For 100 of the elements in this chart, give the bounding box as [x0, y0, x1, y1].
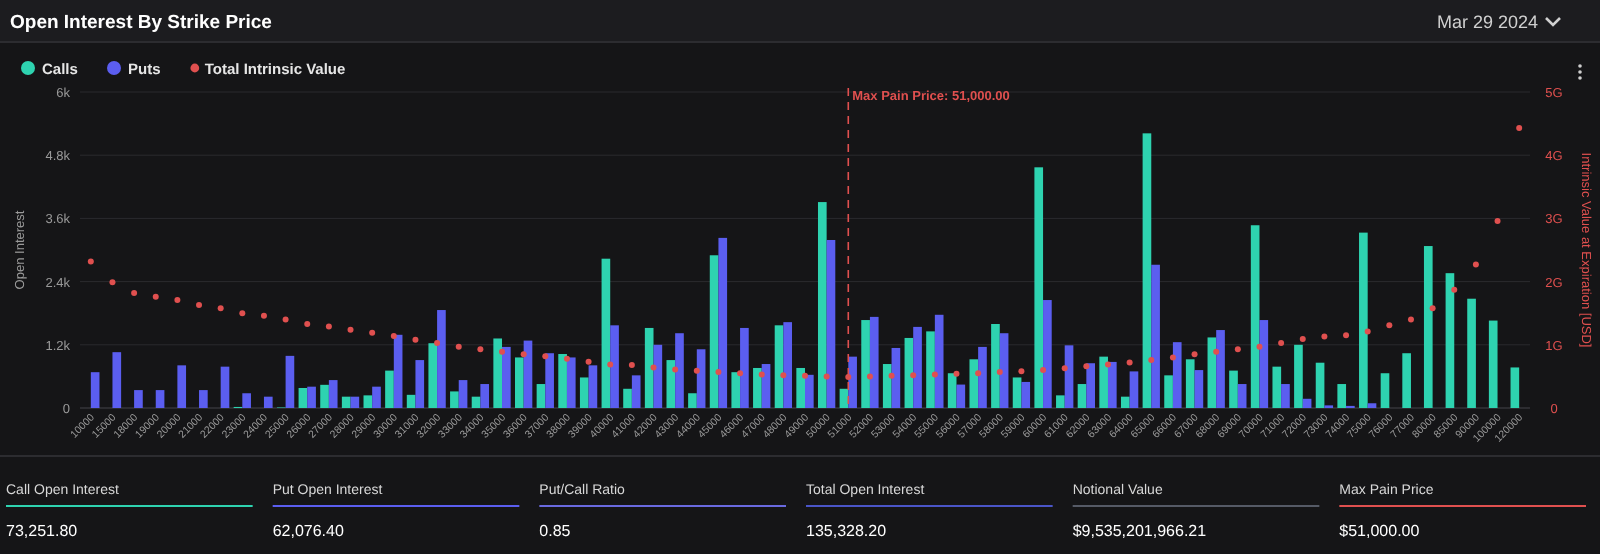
bar [1012, 377, 1022, 408]
bar [328, 380, 338, 408]
bar [1164, 375, 1173, 408]
bar [644, 327, 654, 408]
bar [515, 357, 524, 408]
bar [783, 322, 793, 408]
bar [882, 364, 892, 408]
bar [1086, 363, 1095, 408]
bar [242, 393, 251, 408]
bar [753, 367, 762, 408]
bar [1120, 396, 1130, 408]
bar [666, 360, 676, 408]
bar [493, 338, 503, 408]
bar [450, 391, 459, 408]
bar [1056, 395, 1065, 408]
bar [545, 353, 554, 408]
bar [1021, 381, 1031, 408]
bar [199, 390, 208, 408]
bar [826, 239, 836, 408]
bar [523, 340, 533, 408]
bar [1194, 370, 1204, 408]
bar [610, 325, 619, 408]
bar [155, 390, 165, 408]
bar [1302, 398, 1312, 408]
bar [134, 390, 143, 408]
bar [991, 324, 1000, 408]
bar [869, 316, 879, 408]
bar [112, 352, 122, 408]
bar [285, 355, 295, 408]
bar [891, 347, 901, 408]
bar [566, 357, 576, 408]
bar [904, 337, 914, 408]
bar [1077, 384, 1087, 408]
bar [393, 334, 403, 408]
bar [536, 384, 546, 408]
bar [1380, 373, 1390, 408]
bar [1359, 232, 1368, 408]
bar [588, 365, 598, 408]
bar [320, 384, 329, 408]
bar [1488, 320, 1498, 408]
bar [437, 310, 446, 408]
bar [913, 326, 922, 408]
bar [675, 333, 684, 408]
bar [298, 387, 308, 408]
bar [696, 349, 706, 408]
bar [385, 370, 394, 408]
bar [1064, 345, 1074, 408]
bar [796, 367, 805, 408]
bar [709, 255, 719, 408]
chart-title: Open Interest By Strike Price [10, 12, 272, 34]
bar [90, 372, 100, 408]
bar [406, 394, 416, 408]
text: $9,535,201,966.21 [1072, 522, 1208, 540]
bar [428, 343, 438, 408]
bar [1237, 384, 1247, 408]
text: 73,251.80 [6, 522, 79, 540]
bar [601, 258, 611, 408]
bar [579, 377, 589, 408]
bar [341, 396, 351, 408]
chart-subtitle: Mar 29 2024 [1436, 12, 1538, 32]
bar [1510, 367, 1520, 408]
bar [805, 374, 814, 408]
bar [1034, 167, 1044, 408]
bar [774, 325, 784, 408]
bar [1129, 371, 1139, 408]
bar [1281, 384, 1290, 408]
bar [978, 346, 987, 408]
bar [999, 333, 1009, 408]
bar [688, 393, 697, 408]
bar [558, 354, 567, 408]
bar [263, 396, 273, 408]
bar [1445, 273, 1455, 408]
bar [861, 320, 870, 408]
bar [926, 331, 935, 408]
bar [817, 202, 827, 408]
bar [1259, 320, 1269, 408]
bar [848, 356, 857, 408]
text: 135,328.20 [806, 522, 888, 540]
bar [969, 359, 979, 408]
bar [480, 384, 490, 408]
bar [307, 386, 316, 408]
bar [740, 327, 749, 408]
bar [1423, 246, 1433, 408]
bar [1294, 344, 1303, 408]
bar [372, 386, 381, 408]
bar [1172, 342, 1182, 408]
bar [1216, 330, 1225, 408]
text: 0.85 [539, 522, 572, 540]
bar [956, 384, 966, 408]
bar [177, 365, 187, 408]
bar [415, 360, 425, 408]
bar [1142, 133, 1152, 408]
bar [458, 380, 468, 408]
bar [1229, 370, 1238, 408]
bar [1151, 264, 1160, 408]
bar [1185, 359, 1195, 408]
bar [1315, 362, 1325, 408]
bar [947, 373, 957, 408]
bar [718, 237, 728, 408]
bar [471, 396, 481, 408]
